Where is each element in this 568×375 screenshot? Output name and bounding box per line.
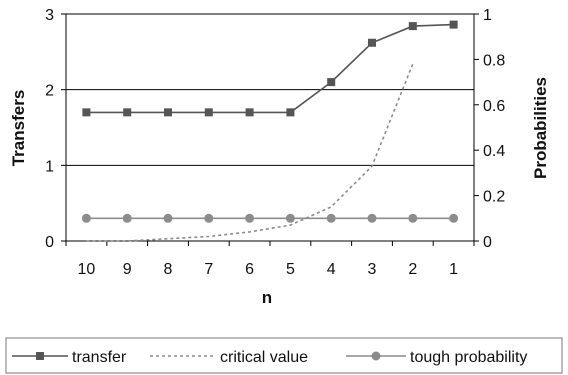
series-layer (82, 21, 458, 241)
y2-axis-title: Probabilities (531, 77, 550, 179)
transfer-point (82, 108, 90, 116)
transfer-point (164, 108, 172, 116)
x-tick-label: 10 (78, 261, 96, 278)
transfer-point (123, 108, 131, 116)
transfer-point (286, 108, 294, 116)
legend-label-tough-probability: tough probability (410, 349, 527, 366)
y2-tick-label: 0.4 (483, 143, 505, 160)
tough-probability-point (82, 214, 91, 223)
y-tick-label: 1 (45, 158, 54, 175)
y2-tick-label: 0 (483, 234, 492, 251)
transfer-point (368, 39, 376, 47)
x-tick-label: 4 (327, 261, 336, 278)
y2-tick-label: 0.2 (483, 189, 505, 206)
x-axis-title: n (262, 288, 272, 307)
y2-tick-label: 1 (483, 7, 492, 24)
tough-probability-point (123, 214, 132, 223)
x-tick-label: 3 (368, 261, 377, 278)
x-tick-label: 7 (204, 261, 213, 278)
axes-layer (61, 14, 479, 246)
x-tick-label: 5 (286, 261, 295, 278)
tough-probability-point (204, 214, 213, 223)
legend-label-critical-value: critical value (220, 349, 308, 366)
legend-marker-tough-probability (372, 352, 381, 361)
x-tick-label: 8 (164, 261, 173, 278)
transfer-point (246, 108, 254, 116)
legend-marker-transfer (36, 352, 44, 360)
tough-probability-point (408, 214, 417, 223)
legend-label-transfer: transfer (72, 349, 127, 366)
grid-layer (66, 14, 474, 165)
transfer-point (450, 21, 458, 29)
transfer-point (205, 108, 213, 116)
x-tick-label: 1 (449, 261, 458, 278)
y-tick-label: 3 (45, 7, 54, 24)
x-tick-label: 9 (123, 261, 132, 278)
tough-probability-point (164, 214, 173, 223)
x-tick-label: 2 (408, 261, 417, 278)
legend-items: transfer critical value tough probability (12, 349, 527, 366)
tough-probability-point (368, 214, 377, 223)
y-tick-label: 0 (45, 234, 54, 251)
y-tick-label: 2 (45, 83, 54, 100)
tough-probability-point (286, 214, 295, 223)
tough-probability-point (449, 214, 458, 223)
x-tick-label: 6 (245, 261, 254, 278)
y-axis-title: Transfers (9, 90, 28, 167)
y2-tick-label: 0.8 (483, 52, 505, 69)
legend: transfer critical value tough probability (6, 338, 562, 373)
transfer-point (327, 78, 335, 86)
labels-layer: 0 1 2 3 0 0.2 0.4 0.6 0.8 1 10 9 8 7 6 5 4 3 2 1 (45, 7, 505, 278)
transfer-point (409, 22, 417, 30)
y2-tick-label: 0.6 (483, 98, 505, 115)
tough-probability-point (327, 214, 336, 223)
tough-probability-point (245, 214, 254, 223)
